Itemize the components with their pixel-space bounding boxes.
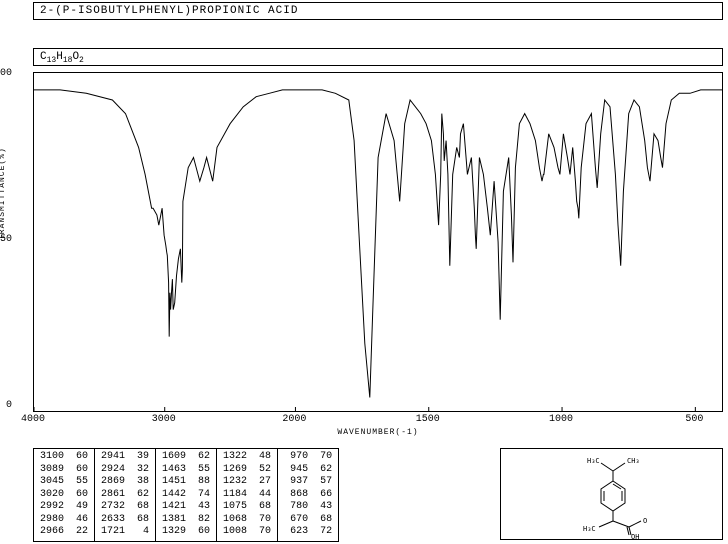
peak-row: 868 66 xyxy=(284,489,332,502)
y-tick-0: 0 xyxy=(0,400,12,411)
peak-row: 1232 27 xyxy=(223,476,271,489)
peak-row: 1269 52 xyxy=(223,464,271,477)
peak-row: 1075 68 xyxy=(223,501,271,514)
peak-table: 3100 603089 603045 553020 602992 492980 … xyxy=(33,448,339,542)
svg-text:O: O xyxy=(643,517,647,525)
x-tick-4000: 4000 xyxy=(21,414,45,425)
peak-col-0: 3100 603089 603045 553020 602992 492980 … xyxy=(34,449,95,541)
formula: C13H18O2 xyxy=(40,51,84,63)
peak-row: 2941 39 xyxy=(101,451,149,464)
title-bar: 2-(P-ISOBUTYLPHENYL)PROPIONIC ACID xyxy=(33,2,723,20)
peak-col-1: 2941 392924 322869 382861 622732 682633 … xyxy=(95,449,156,541)
peak-row: 2732 68 xyxy=(101,501,149,514)
peak-row: 1442 74 xyxy=(162,489,210,502)
peak-row: 2861 62 xyxy=(101,489,149,502)
peak-row: 1451 88 xyxy=(162,476,210,489)
peak-row: 970 70 xyxy=(284,451,332,464)
peak-row: 1068 70 xyxy=(223,514,271,527)
peak-row: 623 72 xyxy=(284,526,332,539)
peak-col-3: 1322 481269 521232 271184 441075 681068 … xyxy=(217,449,278,541)
peak-row: 937 57 xyxy=(284,476,332,489)
peak-row: 670 68 xyxy=(284,514,332,527)
formula-bar: C13H18O2 xyxy=(33,48,723,66)
y-tick-50: 50 xyxy=(0,234,12,245)
x-tick-3000: 3000 xyxy=(152,414,176,425)
spectrum-chart xyxy=(33,72,723,412)
x-tick-2000: 2000 xyxy=(282,414,306,425)
peak-col-4: 970 70 945 62 937 57 868 66 780 43 670 6… xyxy=(278,449,338,541)
peak-row: 3100 60 xyxy=(40,451,88,464)
x-axis-label: WAVENUMBER(-1) xyxy=(33,428,723,437)
structure-svg: H₃C CH₃ H₃C O OH xyxy=(501,449,722,539)
peak-row: 2924 32 xyxy=(101,464,149,477)
peak-row: 1421 43 xyxy=(162,501,210,514)
peak-row: 1008 70 xyxy=(223,526,271,539)
svg-text:H₃C: H₃C xyxy=(587,457,600,465)
x-tick-1000: 1000 xyxy=(549,414,573,425)
compound-title: 2-(P-ISOBUTYLPHENYL)PROPIONIC ACID xyxy=(40,5,298,17)
peak-row: 3045 55 xyxy=(40,476,88,489)
y-axis-label: TRANSMITTANCE(%) xyxy=(0,147,7,240)
svg-text:CH₃: CH₃ xyxy=(627,457,640,465)
peak-row: 2633 68 xyxy=(101,514,149,527)
peak-row: 1184 44 xyxy=(223,489,271,502)
y-tick-100: 100 xyxy=(0,68,12,79)
x-tick-1500: 1500 xyxy=(416,414,440,425)
peak-row: 1609 62 xyxy=(162,451,210,464)
peak-row: 1463 55 xyxy=(162,464,210,477)
peak-row: 1721 4 xyxy=(101,526,149,539)
peak-row: 2980 46 xyxy=(40,514,88,527)
peak-row: 1381 82 xyxy=(162,514,210,527)
peak-col-2: 1609 621463 551451 881442 741421 431381 … xyxy=(156,449,217,541)
peak-row: 3089 60 xyxy=(40,464,88,477)
peak-row: 3020 60 xyxy=(40,489,88,502)
svg-text:H₃C: H₃C xyxy=(583,525,596,533)
peak-row: 2992 49 xyxy=(40,501,88,514)
peak-row: 2869 38 xyxy=(101,476,149,489)
peak-row: 1329 60 xyxy=(162,526,210,539)
svg-text:OH: OH xyxy=(631,533,639,539)
peak-row: 2966 22 xyxy=(40,526,88,539)
peak-row: 1322 48 xyxy=(223,451,271,464)
peak-row: 945 62 xyxy=(284,464,332,477)
x-tick-500: 500 xyxy=(685,414,703,425)
structure-diagram: H₃C CH₃ H₃C O OH xyxy=(500,448,723,540)
spectrum-line xyxy=(34,73,722,411)
peak-row: 780 43 xyxy=(284,501,332,514)
